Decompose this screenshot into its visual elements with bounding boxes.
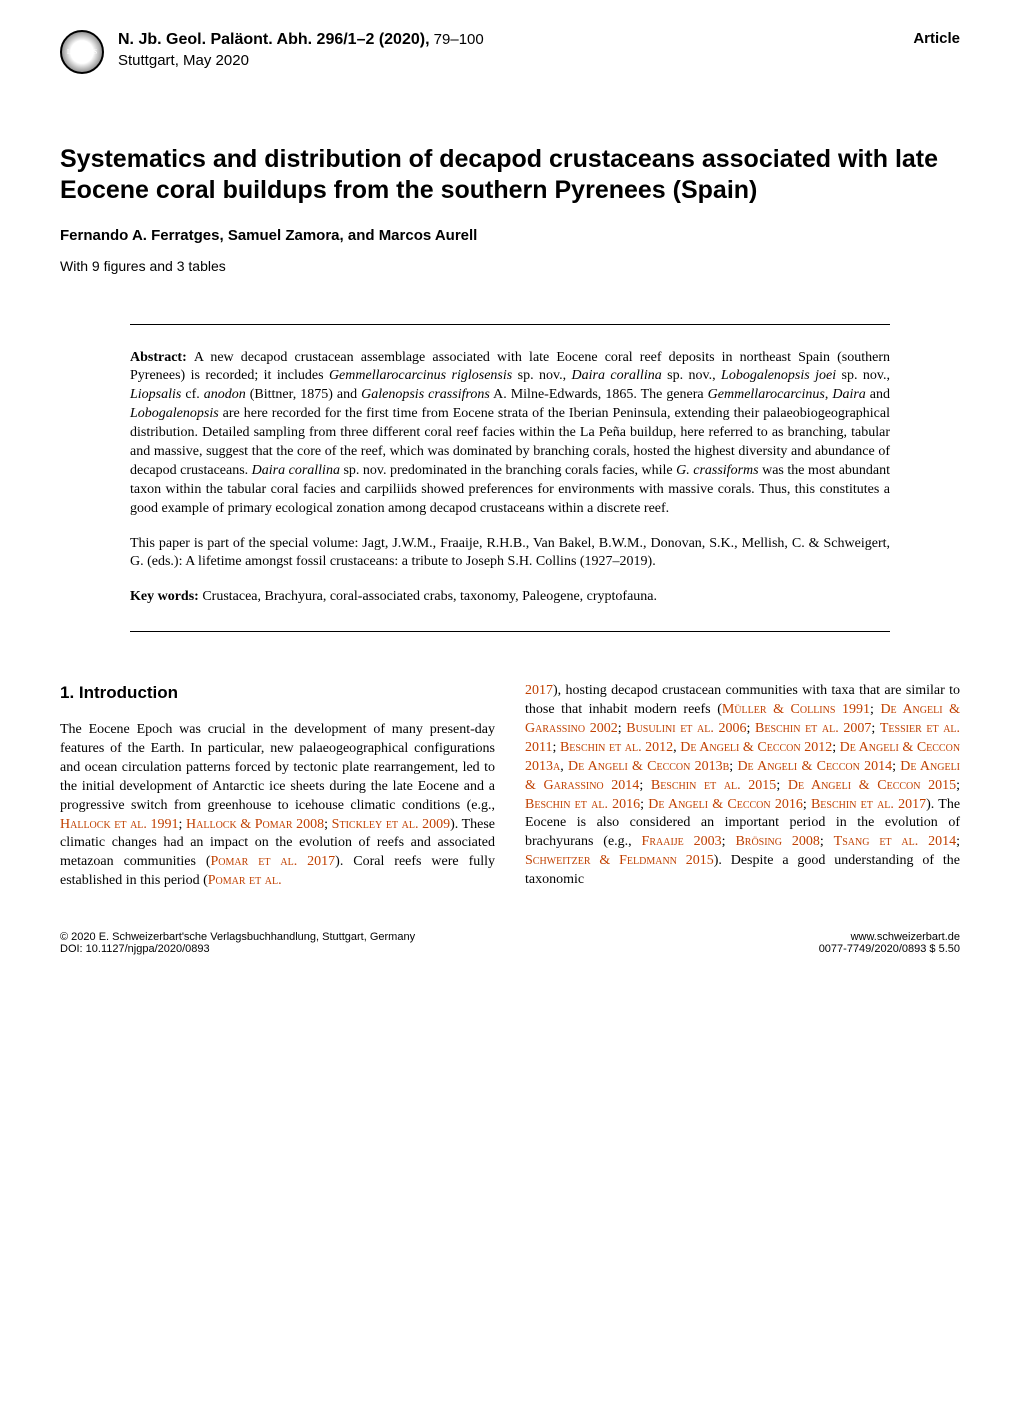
citation[interactable]: Schweitzer & Feldmann 2015: [525, 853, 714, 868]
header-left: UN LITTERIS VIS N. Jb. Geol. Paläont. Ab…: [60, 30, 484, 74]
left-column: 1. Introduction The Eocene Epoch was cru…: [60, 682, 495, 891]
body-frag: ;: [832, 740, 839, 755]
authors: Fernando A. Ferratges, Samuel Zamora, an…: [60, 227, 960, 244]
body-frag: ;: [722, 834, 736, 849]
body-frag: ;: [956, 778, 960, 793]
body-frag: ;: [820, 834, 834, 849]
taxon-name: anodon: [204, 387, 246, 402]
abstract-frag: sp. nov.,: [836, 368, 890, 383]
keywords: Key words: Crustacea, Brachyura, coral-a…: [130, 588, 890, 607]
page-footer: © 2020 E. Schweizerbart'sche Verlagsbuch…: [0, 911, 1020, 985]
citation[interactable]: Hallock et al. 1991: [60, 817, 179, 832]
body-frag: ;: [618, 721, 627, 736]
citation[interactable]: De Angeli & Ceccon 2014: [737, 759, 892, 774]
abstract-block: Abstract: A new decapod crustacean assem…: [130, 324, 890, 633]
body-columns: 1. Introduction The Eocene Epoch was cru…: [60, 682, 960, 891]
citation[interactable]: Brösing 2008: [735, 834, 819, 849]
abstract-frag: sp. nov. predominated in the branching c…: [340, 463, 676, 478]
taxon-name: Daira corallina: [252, 463, 340, 478]
taxon-name: Lobogalenopsis: [130, 406, 219, 421]
taxon-name: G. crassiforms: [676, 463, 758, 478]
right-column: 2017), hosting decapod crustacean commun…: [525, 682, 960, 891]
body-frag: The Eocene Epoch was crucial in the deve…: [60, 722, 495, 813]
citation[interactable]: Beschin et al. 2015: [651, 778, 776, 793]
body-frag: ;: [776, 778, 788, 793]
citation[interactable]: Müller & Collins 1991: [722, 702, 870, 717]
journal-block: N. Jb. Geol. Paläont. Abh. 296/1–2 (2020…: [118, 30, 484, 70]
journal-city-date: Stuttgart, May 2020: [118, 51, 484, 71]
abstract-frag: A. Milne-Edwards, 1865. The genera: [490, 387, 708, 402]
volume-note: This paper is part of the special volume…: [130, 535, 890, 573]
body-frag: ;: [892, 759, 900, 774]
taxon-name: Gemmellarocarcinus: [708, 387, 825, 402]
publisher-logo-icon: UN LITTERIS VIS: [60, 30, 104, 74]
citation[interactable]: Fraaije 2003: [642, 834, 722, 849]
citation[interactable]: Tsang et al. 2014: [834, 834, 956, 849]
taxon-name: Liopsalis: [130, 387, 181, 402]
journal-title: N. Jb. Geol. Paläont. Abh. 296/1–2 (2020…: [118, 31, 430, 48]
citation[interactable]: Beschin et al. 2007: [755, 721, 871, 736]
keywords-text: Crustacea, Brachyura, coral-associated c…: [202, 589, 657, 604]
footer-left: © 2020 E. Schweizerbart'sche Verlagsbuch…: [60, 931, 415, 955]
body-frag: ;: [956, 834, 960, 849]
intro-paragraph-cont: 2017), hosting decapod crustacean commun…: [525, 682, 960, 890]
abstract-frag: sp. nov.,: [662, 368, 721, 383]
paper-title: Systematics and distribution of decapod …: [60, 144, 960, 207]
page-header: UN LITTERIS VIS N. Jb. Geol. Paläont. Ab…: [0, 0, 1020, 84]
keywords-label: Key words:: [130, 589, 202, 604]
body-frag: ;: [324, 817, 332, 832]
body-frag: ;: [803, 797, 811, 812]
issn-price-line: 0077-7749/2020/0893 $ 5.50: [819, 943, 960, 955]
abstract-text: Abstract: A new decapod crustacean assem…: [130, 349, 890, 519]
abstract-frag: cf.: [181, 387, 203, 402]
citation[interactable]: Busulini et al. 2006: [626, 721, 746, 736]
citation[interactable]: Pomar et al.: [208, 873, 282, 888]
citation[interactable]: 2017: [525, 683, 553, 698]
taxon-name: Daira: [832, 387, 865, 402]
citation[interactable]: Beschin et al. 2017: [811, 797, 926, 812]
taxon-name: Lobogalenopsis joei: [721, 368, 836, 383]
figures-count: With 9 figures and 3 tables: [60, 258, 960, 274]
intro-paragraph: The Eocene Epoch was crucial in the deve…: [60, 721, 495, 891]
body-frag: ;: [746, 721, 755, 736]
taxon-name: Galenopsis crassifrons: [361, 387, 490, 402]
copyright-line: © 2020 E. Schweizerbart'sche Verlagsbuch…: [60, 931, 415, 943]
body-frag: ;: [871, 721, 880, 736]
article-label: Article: [913, 30, 960, 47]
citation[interactable]: De Angeli & Ceccon 2015: [788, 778, 956, 793]
body-frag: ,: [560, 759, 568, 774]
citation[interactable]: Beschin et al. 2012: [560, 740, 673, 755]
abstract-label: Abstract:: [130, 350, 194, 365]
body-frag: ;: [179, 817, 187, 832]
body-frag: ;: [870, 702, 880, 717]
main-content: Systematics and distribution of decapod …: [0, 84, 1020, 911]
doi-line: DOI: 10.1127/njgpa/2020/0893: [60, 943, 415, 955]
section-heading: 1. Introduction: [60, 682, 495, 705]
citation[interactable]: De Angeli & Ceccon 2013b: [568, 759, 729, 774]
journal-title-line: N. Jb. Geol. Paläont. Abh. 296/1–2 (2020…: [118, 30, 484, 51]
footer-right: www.schweizerbart.de 0077-7749/2020/0893…: [819, 931, 960, 955]
taxon-name: Daira corallina: [572, 368, 662, 383]
citation[interactable]: Beschin et al. 2016: [525, 797, 640, 812]
taxon-name: Gemmellarocarcinus riglosensis: [329, 368, 512, 383]
citation[interactable]: De Angeli & Ceccon 2016: [648, 797, 803, 812]
website-line: www.schweizerbart.de: [819, 931, 960, 943]
citation[interactable]: Stickley et al. 2009: [332, 817, 450, 832]
abstract-frag: and: [866, 387, 890, 402]
citation[interactable]: De Angeli & Ceccon 2012: [680, 740, 832, 755]
body-frag: ;: [639, 778, 651, 793]
citation[interactable]: Pomar et al. 2017: [211, 854, 336, 869]
body-frag: ;: [552, 740, 559, 755]
citation[interactable]: Hallock & Pomar 2008: [186, 817, 324, 832]
abstract-frag: sp. nov.,: [512, 368, 571, 383]
journal-pages: 79–100: [430, 31, 484, 48]
abstract-frag: (Bittner, 1875) and: [246, 387, 361, 402]
